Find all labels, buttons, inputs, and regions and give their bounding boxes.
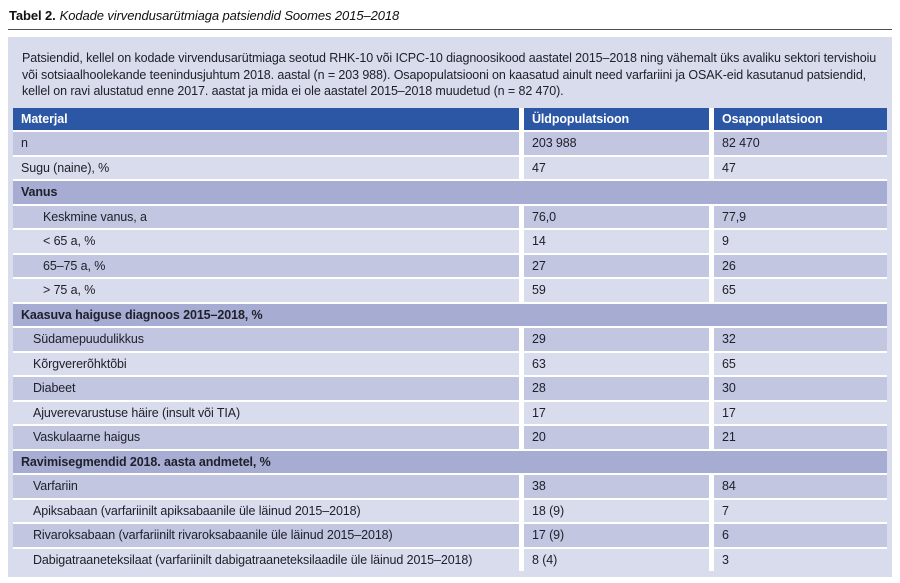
row-label: 65–75 a, % bbox=[13, 254, 519, 277]
value-uldpopulatsioon: 18 (9) bbox=[524, 499, 709, 522]
table-row: Sugu (naine), % 47 47 bbox=[13, 156, 887, 179]
section-title: Ravimisegmendid 2018. aasta andmetel, % bbox=[21, 454, 271, 469]
table-row: Südamepuudulikkus 29 32 bbox=[13, 328, 887, 351]
row-label: Apiksabaan (varfariinilt apiksabaanile ü… bbox=[13, 499, 519, 522]
value-osapopulatsioon: 26 bbox=[714, 254, 887, 277]
row-label: Kõrgvererõhktõbi bbox=[13, 352, 519, 375]
value-osapopulatsioon: 32 bbox=[714, 328, 887, 351]
column-header-materjal: Materjal bbox=[13, 107, 519, 130]
column-header-osapopulatsioon: Osapopulatsioon bbox=[714, 107, 887, 130]
value-uldpopulatsioon: 28 bbox=[524, 377, 709, 400]
value-uldpopulatsioon: 17 bbox=[524, 401, 709, 424]
table-row: Keskmine vanus, a 76,0 77,9 bbox=[13, 205, 887, 228]
value-uldpopulatsioon: 76,0 bbox=[524, 205, 709, 228]
row-label: Vaskulaarne haigus bbox=[13, 426, 519, 449]
value-uldpopulatsioon: 8 (4) bbox=[524, 548, 709, 571]
value-osapopulatsioon: 7 bbox=[714, 499, 887, 522]
value-osapopulatsioon: 82 470 bbox=[714, 132, 887, 155]
value-osapopulatsioon: 30 bbox=[714, 377, 887, 400]
value-uldpopulatsioon: 29 bbox=[524, 328, 709, 351]
table-row: < 65 a, % 14 9 bbox=[13, 230, 887, 253]
table-row: Varfariin 38 84 bbox=[13, 475, 887, 498]
row-label: < 65 a, % bbox=[13, 230, 519, 253]
value-osapopulatsioon: 65 bbox=[714, 352, 887, 375]
row-label: Rivaroksabaan (varfariinilt rivaroksabaa… bbox=[13, 524, 519, 547]
section-title: Vanus bbox=[21, 185, 58, 200]
value-uldpopulatsioon: 47 bbox=[524, 156, 709, 179]
value-osapopulatsioon: 77,9 bbox=[714, 205, 887, 228]
value-uldpopulatsioon: 59 bbox=[524, 279, 709, 302]
row-label: n bbox=[13, 132, 519, 155]
value-uldpopulatsioon: 38 bbox=[524, 475, 709, 498]
table-row: 65–75 a, % 27 26 bbox=[13, 254, 887, 277]
table-row: Kõrgvererõhktõbi 63 65 bbox=[13, 352, 887, 375]
value-osapopulatsioon: 47 bbox=[714, 156, 887, 179]
value-osapopulatsioon: 65 bbox=[714, 279, 887, 302]
table-description: Patsiendid, kellel on kodade virvendusar… bbox=[22, 51, 877, 98]
value-osapopulatsioon: 3 bbox=[714, 548, 887, 571]
section-title: Kaasuva haiguse diagnoos 2015–2018, % bbox=[21, 307, 263, 322]
value-uldpopulatsioon: 20 bbox=[524, 426, 709, 449]
table-header-row: Materjal Üldpopulatsioon Osapopulatsioon bbox=[13, 107, 887, 130]
table-panel: Patsiendid, kellel on kodade virvendusar… bbox=[8, 37, 892, 577]
table-caption: Tabel 2. Kodade virvendusarütmiaga patsie… bbox=[8, 6, 892, 30]
value-uldpopulatsioon: 27 bbox=[524, 254, 709, 277]
row-label: > 75 a, % bbox=[13, 279, 519, 302]
table-row: n 203 988 82 470 bbox=[13, 132, 887, 155]
value-osapopulatsioon: 6 bbox=[714, 524, 887, 547]
table-row: Apiksabaan (varfariinilt apiksabaanile ü… bbox=[13, 499, 887, 522]
value-osapopulatsioon: 9 bbox=[714, 230, 887, 253]
section-header-row: Kaasuva haiguse diagnoos 2015–2018, % bbox=[13, 303, 887, 326]
row-label: Südamepuudulikkus bbox=[13, 328, 519, 351]
table-caption-number: Tabel 2. bbox=[9, 8, 56, 23]
value-uldpopulatsioon: 14 bbox=[524, 230, 709, 253]
section-header-row: Ravimisegmendid 2018. aasta andmetel, % bbox=[13, 450, 887, 473]
row-label: Ajuverevarustuse häire (insult või TIA) bbox=[13, 401, 519, 424]
table-row: Vaskulaarne haigus 20 21 bbox=[13, 426, 887, 449]
row-label: Diabeet bbox=[13, 377, 519, 400]
table-caption-title: Kodade virvendusarütmiaga patsiendid Soo… bbox=[59, 8, 400, 23]
row-label: Dabigatraaneteksilaat (varfariinilt dabi… bbox=[13, 548, 519, 571]
row-label: Varfariin bbox=[13, 475, 519, 498]
row-label: Sugu (naine), % bbox=[13, 156, 519, 179]
row-label: Keskmine vanus, a bbox=[13, 205, 519, 228]
value-uldpopulatsioon: 203 988 bbox=[524, 132, 709, 155]
table-row: Ajuverevarustuse häire (insult või TIA) 1… bbox=[13, 401, 887, 424]
value-osapopulatsioon: 21 bbox=[714, 426, 887, 449]
table-row: > 75 a, % 59 65 bbox=[13, 279, 887, 302]
table-row: Rivaroksabaan (varfariinilt rivaroksabaa… bbox=[13, 524, 887, 547]
section-header-row: Vanus bbox=[13, 181, 887, 204]
data-table: Materjal Üldpopulatsioon Osapopulatsioon… bbox=[13, 107, 887, 571]
value-uldpopulatsioon: 17 (9) bbox=[524, 524, 709, 547]
table-row: Diabeet 28 30 bbox=[13, 377, 887, 400]
value-osapopulatsioon: 17 bbox=[714, 401, 887, 424]
column-header-uldpopulatsioon: Üldpopulatsioon bbox=[524, 107, 709, 130]
table-row: Dabigatraaneteksilaat (varfariinilt dabi… bbox=[13, 548, 887, 571]
value-osapopulatsioon: 84 bbox=[714, 475, 887, 498]
value-uldpopulatsioon: 63 bbox=[524, 352, 709, 375]
